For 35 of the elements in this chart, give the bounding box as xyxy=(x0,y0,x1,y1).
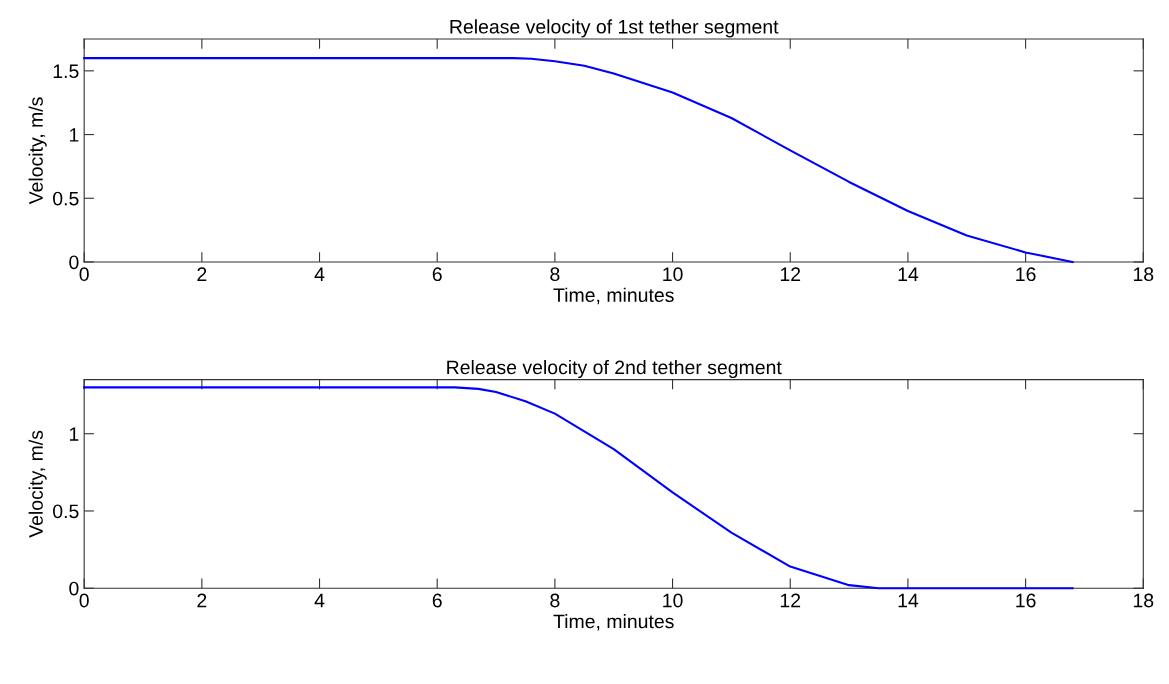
x-tick-label: 8 xyxy=(550,267,560,282)
x-tick-label: 0 xyxy=(79,267,89,282)
line-series xyxy=(83,57,1074,264)
line-series xyxy=(83,386,1074,590)
chart-title: Release velocity of 1st tether segment xyxy=(450,19,779,38)
y-axis-title: Velocity, m/s xyxy=(28,430,47,538)
x-tick-label: 18 xyxy=(1133,267,1154,282)
y-tick-label: 1 xyxy=(69,128,79,142)
x-tick-label: 0 xyxy=(79,593,89,608)
x-tick-label: 2 xyxy=(197,267,207,281)
x-tick-label: 16 xyxy=(1016,267,1036,282)
x-tick-label: 2 xyxy=(197,593,207,608)
x-tick-label: 4 xyxy=(314,593,325,608)
x-tick-label: 6 xyxy=(432,593,442,608)
x-tick-label: 14 xyxy=(898,593,919,608)
x-axis-title: Time, minutes xyxy=(553,287,674,305)
x-tick-label: 12 xyxy=(780,267,801,281)
x-axis-title: Time, minutes xyxy=(553,614,674,631)
x-tick-label: 8 xyxy=(550,593,560,608)
y-tick-label: 0.5 xyxy=(53,191,79,206)
y-tick-label: 0.5 xyxy=(53,504,79,519)
x-tick-label: 16 xyxy=(1016,593,1036,608)
y-tick-label: 0 xyxy=(69,255,79,270)
x-tick-label: 18 xyxy=(1133,593,1154,608)
x-tick-label: 6 xyxy=(432,267,442,282)
y-tick-label: 0 xyxy=(69,581,79,596)
x-tick-label: 4 xyxy=(314,267,325,281)
x-tick-label: 10 xyxy=(663,267,683,282)
x-tick-label: 14 xyxy=(898,267,919,281)
chart-title: Release velocity of 2nd tether segment xyxy=(447,359,782,379)
y-axis-title: Velocity, m/s xyxy=(28,97,47,205)
y-tick-label: 1.5 xyxy=(53,64,79,79)
y-tick-label: 1 xyxy=(69,427,79,441)
x-tick-label: 12 xyxy=(780,593,801,608)
x-tick-label: 10 xyxy=(663,593,683,608)
